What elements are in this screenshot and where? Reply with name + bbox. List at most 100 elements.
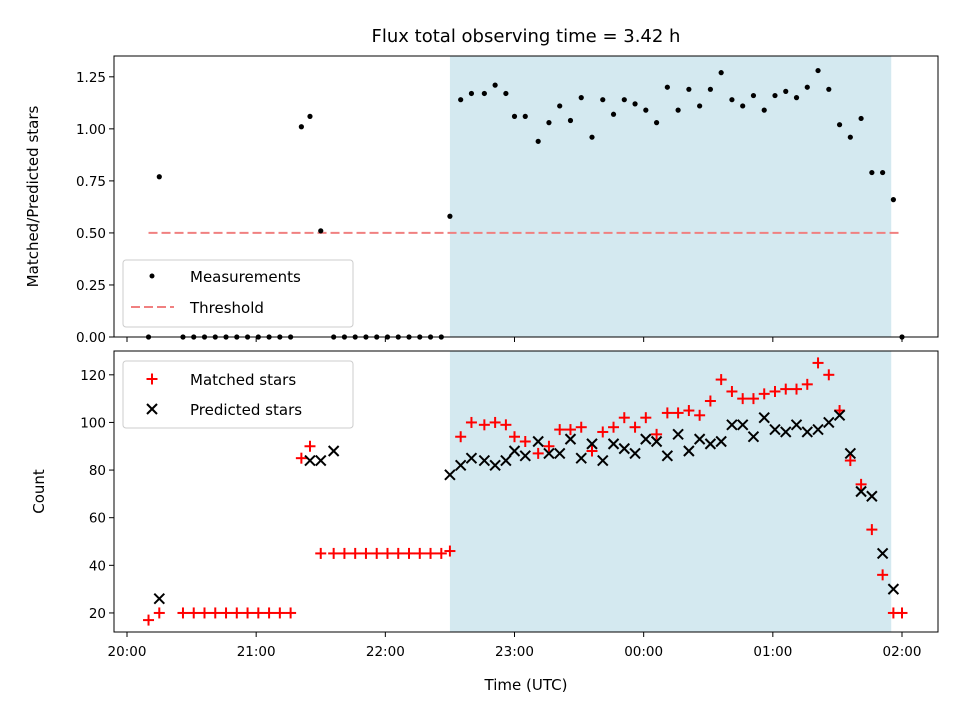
measurement-point — [567, 117, 574, 124]
legend-predicted-marker — [146, 403, 158, 415]
upper-plot-frame — [113, 55, 939, 338]
measurement-point — [740, 103, 746, 109]
predicted-star-point — [833, 409, 846, 422]
matched-star-point — [737, 393, 749, 405]
predicted-star-point — [672, 428, 684, 441]
upper-y-axis-label: Matched/Predicted stars — [24, 106, 42, 288]
measurement-point — [546, 120, 552, 126]
measurement-point — [815, 67, 821, 74]
measurement-point — [772, 92, 778, 99]
lower-y-tick-label-4: 100 — [80, 415, 106, 431]
predicted-star-point — [661, 450, 674, 462]
predicted-star-point — [478, 454, 491, 467]
matched-star-point — [683, 405, 695, 417]
matched-star-point — [435, 547, 447, 559]
matched-star-point — [780, 383, 792, 395]
measurement-point — [492, 82, 498, 88]
measurement-point — [481, 90, 487, 97]
predicted-star-point — [454, 459, 467, 472]
measurement-point — [804, 84, 810, 90]
matched-star-point — [519, 435, 531, 447]
measurement-point — [557, 103, 563, 109]
upper-y-tick-label-2: 0.50 — [76, 226, 106, 242]
matched-star-point — [704, 395, 716, 407]
legend-matched-label: Matched stars — [190, 371, 296, 389]
predicted-star-point — [801, 426, 813, 438]
predicted-star-point — [640, 433, 652, 445]
matched-star-point — [231, 607, 243, 619]
upper-y-tick-label-5: 1.25 — [76, 70, 106, 86]
measurement-point — [653, 120, 660, 126]
predicted-star-point — [508, 445, 521, 457]
matched-star-point — [444, 545, 456, 557]
measurement-point — [632, 101, 638, 107]
upper-legend: Measurements Threshold — [122, 259, 354, 328]
matched-star-point — [349, 547, 361, 559]
matched-star-point — [304, 440, 316, 452]
legend-measurements-label: Measurements — [190, 268, 301, 286]
lower-panel: 20 40 60 80 100 120 20:00 21:00 22:00 23:00 00:00… — [30, 350, 939, 694]
measurement-point — [890, 197, 896, 203]
matched-star-point — [274, 607, 286, 619]
x-tick-label-5: 01:00 — [753, 644, 792, 660]
lower-x-axis: 20:00 21:00 22:00 23:00 00:00 01:00 02:00 — [108, 632, 921, 660]
upper-y-tick-label-1: 0.25 — [76, 278, 106, 294]
predicted-star-point — [758, 411, 770, 424]
matched-star-point — [715, 374, 727, 386]
x-axis-label: Time (UTC) — [484, 676, 568, 694]
matched-star-point — [532, 447, 544, 459]
measurement-point — [610, 111, 617, 117]
matched-star-point — [381, 547, 393, 559]
measurement-point — [318, 228, 324, 234]
matched-star-point — [586, 445, 598, 457]
measurement-point — [298, 124, 304, 130]
predicted-star-point — [315, 454, 327, 467]
measurement-point — [621, 97, 627, 103]
matched-star-point — [597, 426, 609, 438]
legend-predicted-cross — [146, 403, 158, 415]
matched-star-point — [896, 607, 908, 619]
matched-star-point — [844, 455, 856, 467]
matched-star-point — [575, 421, 587, 433]
matched-star-point — [661, 407, 673, 419]
predicted-star-point — [887, 583, 900, 595]
lower-legend: Matched stars Predicted stars — [122, 360, 354, 429]
matched-star-point — [823, 369, 835, 381]
measurement-point — [793, 95, 800, 101]
matched-star-point — [618, 412, 630, 424]
predicted-star-point — [327, 445, 340, 457]
lower-y-tick-label-1: 40 — [89, 558, 106, 574]
lower-y-axis: 20 40 60 80 100 120 — [80, 368, 114, 622]
measurement-point — [458, 97, 464, 103]
matched-star-point — [651, 428, 663, 440]
matched-star-point — [371, 547, 383, 559]
predicted-star-point — [465, 452, 478, 464]
measurement-point — [535, 138, 541, 144]
predicted-star-point — [489, 459, 501, 472]
matched-star-point — [640, 412, 652, 424]
lower-y-tick-label-0: 20 — [89, 606, 106, 622]
matched-star-point — [747, 393, 759, 405]
matched-star-point — [425, 547, 437, 559]
matched-star-point — [866, 524, 878, 536]
x-tick-label-3: 23:00 — [495, 644, 534, 660]
measurement-point — [750, 92, 757, 99]
matched-star-point — [564, 424, 576, 436]
matched-star-point — [726, 385, 738, 397]
predicted-star-point — [726, 419, 738, 431]
matched-star-point — [403, 547, 415, 559]
matched-star-point — [629, 421, 641, 433]
measurement-point — [156, 174, 162, 180]
predicted-star-point — [500, 454, 512, 467]
matched-star-point — [153, 607, 165, 619]
predicted-star-point — [564, 433, 577, 445]
predicted-star-point — [618, 442, 630, 455]
measurement-point — [697, 103, 703, 109]
x-tick-label-2: 22:00 — [366, 644, 405, 660]
measurement-point — [511, 113, 518, 119]
matched-star-point — [295, 452, 307, 464]
predicted-star-point — [855, 485, 867, 498]
predicted-star-point — [575, 452, 587, 464]
measurement-point — [468, 90, 475, 97]
matched-star-point — [188, 607, 200, 619]
